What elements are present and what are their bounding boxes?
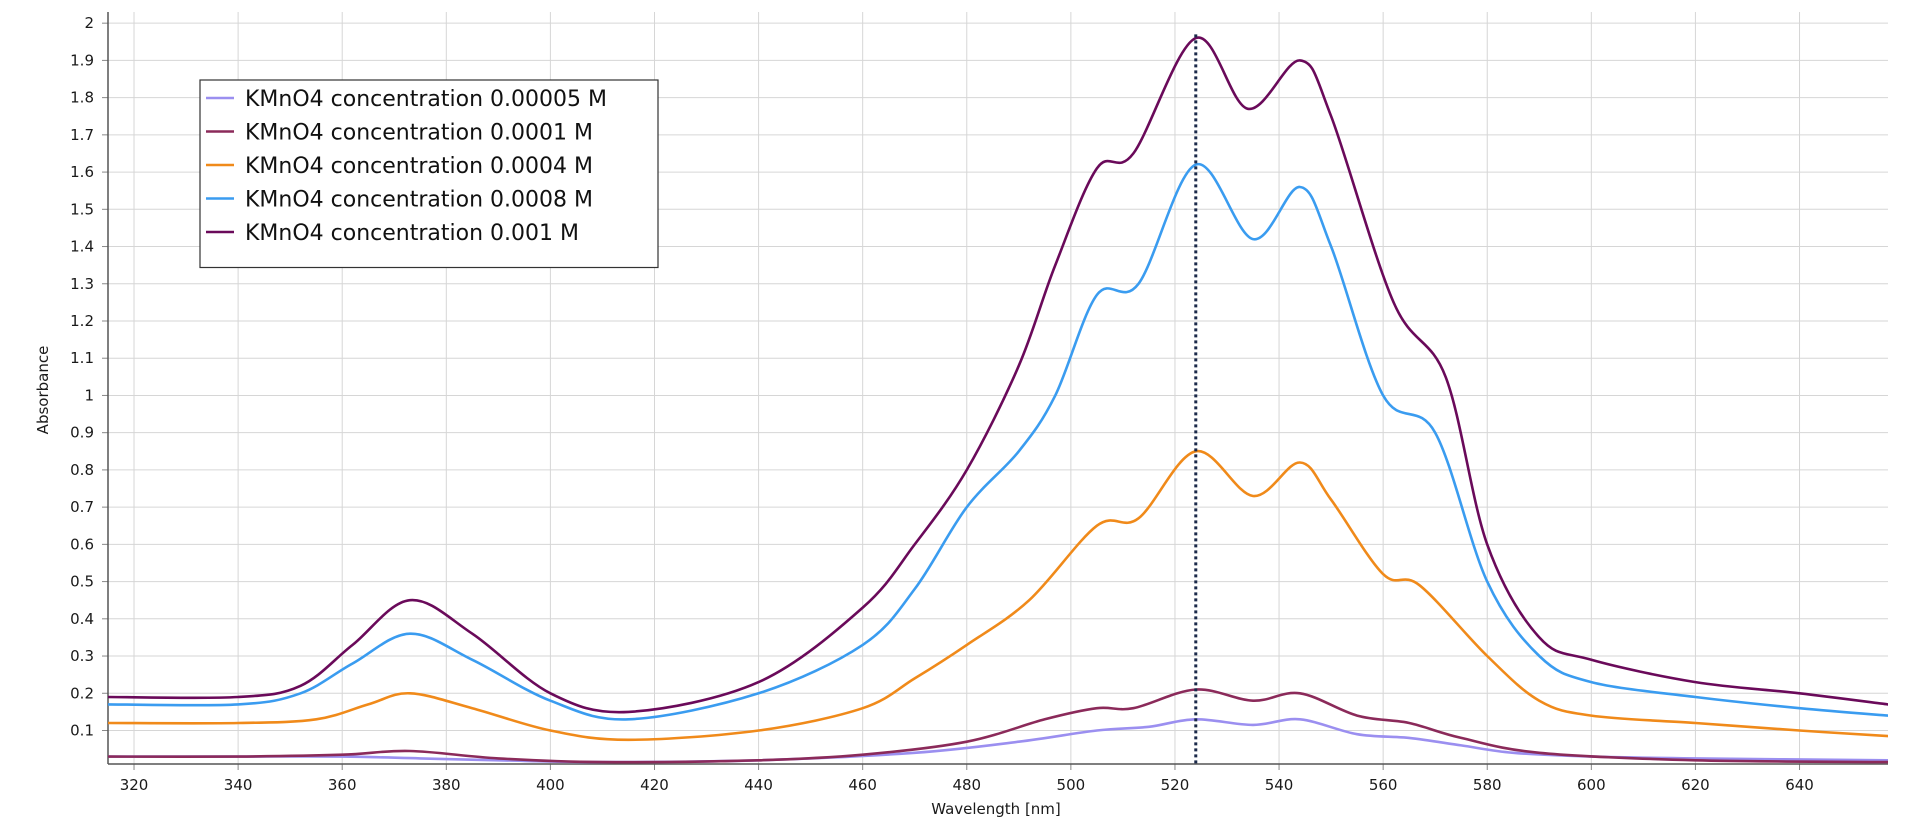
x-tick-label: 360: [328, 776, 357, 794]
y-tick-label: 0.8: [70, 461, 94, 479]
y-tick-label: 1.1: [70, 349, 94, 367]
y-tick-label: 1.9: [70, 51, 94, 69]
x-tick-label: 500: [1057, 776, 1086, 794]
y-tick-label: 1.5: [70, 200, 94, 218]
axes: [102, 12, 1888, 770]
x-tick-label: 580: [1473, 776, 1502, 794]
y-tick-label: 0.2: [70, 684, 94, 702]
legend: KMnO4 concentration 0.00005 M KMnO4 conce…: [199, 79, 659, 269]
series-line-5: [108, 36, 1888, 714]
y-tick-label: 1.4: [70, 238, 94, 256]
series-line-4: [108, 163, 1888, 721]
y-tick-label: 0.3: [70, 647, 94, 665]
x-axis-title: Wavelength [nm]: [931, 800, 1061, 818]
x-tick-label: 440: [744, 776, 773, 794]
y-tick-label: 0.4: [70, 610, 94, 628]
legend-label: KMnO4 concentration 0.001 M: [245, 221, 579, 246]
x-tick-label: 380: [432, 776, 461, 794]
x-tick-label: 620: [1681, 776, 1710, 794]
series-layer: [108, 36, 1888, 764]
x-tick-label: 540: [1265, 776, 1294, 794]
x-tick-label: 600: [1577, 776, 1606, 794]
y-axis-title: Absorbance: [34, 346, 52, 435]
y-tick-label: 1.2: [70, 312, 94, 330]
y-tick-label: 1.7: [70, 126, 94, 144]
y-tick-label: 1: [84, 386, 94, 404]
x-tick-label: 560: [1369, 776, 1398, 794]
y-tick-label: 0.5: [70, 573, 94, 591]
x-tick-label: 520: [1161, 776, 1190, 794]
series-line-3: [108, 449, 1888, 742]
y-tick-label: 0.6: [70, 535, 94, 553]
series-line-2: [108, 688, 1888, 764]
legend-label: KMnO4 concentration 0.0004 M: [245, 154, 593, 179]
legend-label: KMnO4 concentration 0.0008 M: [245, 188, 593, 213]
y-tick-label: 0.9: [70, 424, 94, 442]
x-tick-label: 340: [224, 776, 253, 794]
y-tick-label: 1.3: [70, 275, 94, 293]
y-tick-label: 1.6: [70, 163, 94, 181]
x-tick-label: 320: [120, 776, 149, 794]
legend-label: KMnO4 concentration 0.00005 M: [245, 87, 607, 112]
x-tick-label: 400: [536, 776, 565, 794]
tick-labels: 320 340 360 380 400 420 440 460 480 500 520 540 560 5…: [70, 14, 1814, 794]
y-tick-label: 1.8: [70, 89, 94, 107]
x-tick-label: 640: [1785, 776, 1814, 794]
y-tick-label: 0.7: [70, 498, 94, 516]
legend-box: [199, 79, 659, 269]
x-tick-label: 480: [952, 776, 981, 794]
series-line-1: [108, 717, 1888, 764]
x-tick-label: 460: [848, 776, 877, 794]
y-tick-label: 2: [84, 14, 94, 32]
legend-label: KMnO4 concentration 0.0001 M: [245, 121, 593, 146]
y-tick-label: 0.1: [70, 721, 94, 739]
x-tick-label: 420: [640, 776, 669, 794]
